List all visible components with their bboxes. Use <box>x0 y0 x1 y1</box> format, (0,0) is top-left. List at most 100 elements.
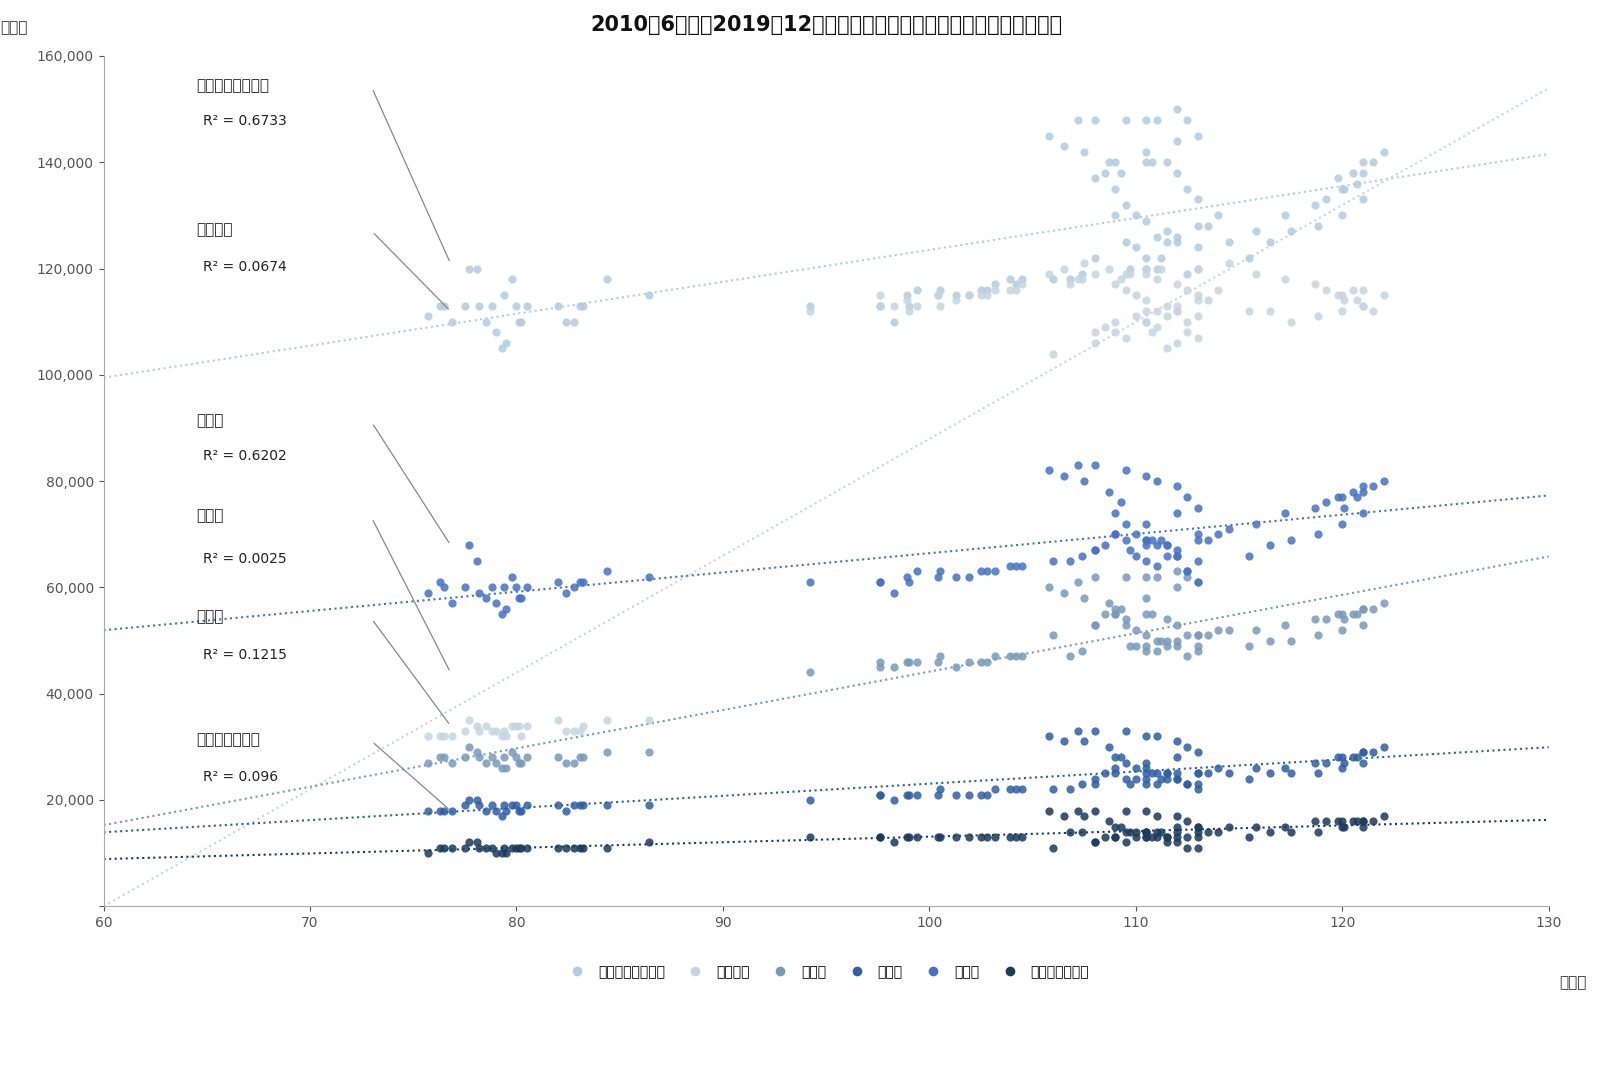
Point <box>440 728 466 745</box>
Point <box>1051 138 1077 155</box>
Point <box>504 717 530 734</box>
Point <box>926 781 952 798</box>
Point <box>882 313 907 330</box>
Text: 娯楽サービス費: 娯楽サービス費 <box>197 732 261 747</box>
Point <box>1331 180 1357 197</box>
Point <box>1102 207 1128 224</box>
Point <box>1186 574 1211 591</box>
Point <box>506 840 531 857</box>
Point <box>1304 308 1330 325</box>
Point <box>1069 271 1094 288</box>
Point <box>1112 754 1138 771</box>
Point <box>464 792 490 809</box>
Point <box>1133 303 1158 320</box>
Point <box>1109 494 1134 511</box>
Point <box>554 754 579 771</box>
Point <box>1186 292 1211 309</box>
Point <box>867 574 893 591</box>
Point <box>1112 610 1138 627</box>
Point <box>491 722 517 739</box>
Point <box>1186 765 1211 782</box>
Point <box>562 722 587 739</box>
Point <box>453 797 478 814</box>
Point <box>1139 765 1165 782</box>
Point <box>1174 738 1200 755</box>
Point <box>925 569 950 586</box>
Point <box>1278 223 1304 240</box>
Point <box>595 712 621 729</box>
Point <box>1243 621 1269 638</box>
Point <box>1243 818 1269 835</box>
Point <box>1186 840 1211 857</box>
Point <box>1195 218 1221 235</box>
Point <box>1154 765 1179 782</box>
Point <box>1102 749 1128 766</box>
Point <box>1243 515 1269 532</box>
Point <box>1154 637 1179 654</box>
Point <box>414 754 440 771</box>
Point <box>1058 824 1083 841</box>
Point <box>414 845 440 862</box>
Point <box>1206 282 1232 299</box>
Point <box>1139 531 1165 548</box>
Point <box>414 584 440 601</box>
Point <box>478 722 504 739</box>
Point <box>1174 569 1200 586</box>
Point <box>1330 813 1355 830</box>
Point <box>427 802 453 819</box>
Point <box>1072 143 1098 160</box>
Point <box>1314 754 1339 771</box>
Point <box>904 653 930 670</box>
Point <box>427 840 453 857</box>
Point <box>554 802 579 819</box>
Point <box>570 574 595 591</box>
Point <box>1144 829 1170 846</box>
Point <box>1133 770 1158 787</box>
Point <box>1082 323 1107 340</box>
Point <box>1165 770 1190 787</box>
Point <box>968 653 994 670</box>
Point <box>974 287 1000 304</box>
Point <box>493 728 518 745</box>
Point <box>982 648 1008 665</box>
Point <box>1133 143 1158 160</box>
Point <box>1144 776 1170 793</box>
Point <box>1123 526 1149 543</box>
Point <box>1144 808 1170 825</box>
Point <box>944 786 970 803</box>
Point <box>432 802 458 819</box>
Point <box>490 728 515 745</box>
Point <box>797 829 822 846</box>
Point <box>982 276 1008 293</box>
Point <box>464 744 490 761</box>
Point <box>1144 318 1170 335</box>
Point <box>1165 632 1190 649</box>
Point <box>1237 547 1262 564</box>
Point <box>483 594 509 611</box>
Point <box>1112 196 1138 213</box>
Point <box>467 749 493 766</box>
Point <box>472 802 498 819</box>
Point <box>1237 303 1262 320</box>
Point <box>1123 760 1149 777</box>
Text: 交通費: 交通費 <box>197 609 224 624</box>
Point <box>1165 505 1190 522</box>
Point <box>472 840 498 857</box>
Point <box>1216 621 1242 638</box>
Point <box>1003 781 1029 798</box>
Point <box>507 802 533 819</box>
Point <box>635 712 661 729</box>
Point <box>1069 776 1094 793</box>
Point <box>1195 292 1221 309</box>
Point <box>1216 765 1242 782</box>
Point <box>1186 218 1211 235</box>
Text: 訪日外国人消費額: 訪日外国人消費額 <box>197 78 269 93</box>
Point <box>944 569 970 586</box>
Point <box>1102 600 1128 617</box>
Point <box>456 738 482 755</box>
Point <box>1314 191 1339 208</box>
Point <box>1302 196 1328 213</box>
Point <box>1102 829 1128 846</box>
Point <box>882 298 907 315</box>
Point <box>1144 260 1170 277</box>
